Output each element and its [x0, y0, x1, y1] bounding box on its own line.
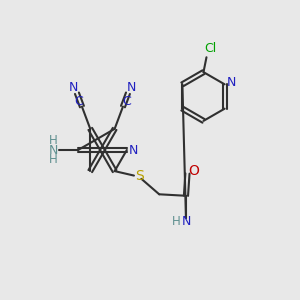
Text: S: S — [135, 169, 144, 184]
Text: Cl: Cl — [204, 42, 216, 56]
Text: N: N — [129, 143, 138, 157]
Text: N: N — [226, 76, 236, 89]
Text: N: N — [49, 143, 58, 157]
Text: C: C — [122, 95, 131, 108]
Text: N: N — [182, 214, 191, 227]
Text: N: N — [69, 81, 78, 94]
Text: O: O — [189, 164, 200, 178]
Text: H: H — [49, 153, 58, 166]
Text: H: H — [49, 134, 58, 147]
Text: H: H — [172, 214, 181, 227]
Text: N: N — [127, 81, 136, 94]
Text: C: C — [74, 95, 83, 108]
